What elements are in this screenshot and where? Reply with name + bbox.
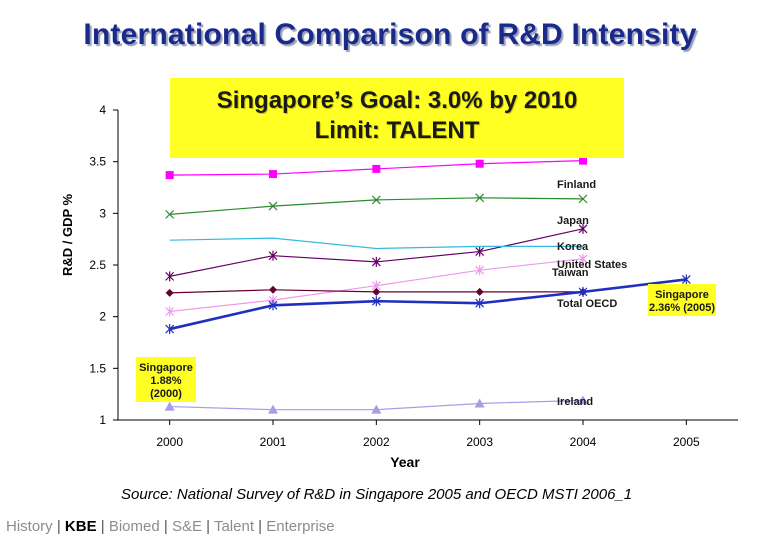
series-line-united-states — [169, 237, 583, 250]
series-label-united-states: United States — [557, 259, 627, 271]
x-tick-label: 2003 — [466, 435, 493, 449]
data-point — [165, 271, 175, 282]
nav-separator: | — [100, 518, 105, 535]
nav-se[interactable]: S&E — [171, 518, 202, 535]
chart-series — [164, 156, 691, 414]
series-label-taiwan: Taiwan — [552, 267, 589, 279]
y-tick-label: 3.5 — [89, 155, 106, 169]
annotation-line: 1.88% — [150, 375, 181, 387]
data-point — [578, 253, 588, 264]
nav-kbe[interactable]: KBE — [64, 518, 97, 535]
data-point — [269, 285, 277, 294]
page-title: International Comparison of R&D Intensit… — [83, 18, 697, 51]
data-point — [371, 195, 381, 205]
y-tick-label: 1 — [99, 413, 106, 427]
data-point — [268, 201, 278, 211]
annotation-box — [648, 284, 716, 316]
data-point — [578, 194, 588, 204]
nav-separator: | — [258, 518, 263, 535]
data-point — [165, 209, 175, 219]
series-taiwan — [165, 253, 588, 317]
series-finland — [165, 156, 587, 180]
section-nav: History | KBE | Biomed | S&E | Talent | … — [6, 518, 335, 535]
goal-callout: Singapore’s Goal: 3.0% by 2010 Limit: TA… — [170, 78, 624, 158]
data-point — [371, 256, 381, 267]
data-point — [268, 250, 278, 261]
data-point — [165, 171, 174, 180]
nav-separator: | — [163, 518, 168, 535]
nav-history[interactable]: History — [6, 518, 53, 535]
data-point — [165, 288, 174, 297]
y-axis-title: R&D / GDP % — [60, 194, 75, 277]
data-point — [475, 287, 484, 296]
series-singapore — [165, 274, 691, 335]
nav-talent[interactable]: Talent — [213, 518, 254, 535]
data-point — [579, 156, 587, 165]
data-point — [371, 404, 382, 414]
x-tick-label: 2004 — [570, 435, 597, 449]
data-point — [681, 274, 691, 285]
annotation-box — [136, 357, 196, 402]
series-label-japan: Japan — [557, 215, 589, 227]
data-point — [372, 287, 381, 296]
data-point — [475, 159, 484, 168]
series-korea — [165, 223, 588, 282]
data-point — [578, 286, 588, 297]
data-point — [165, 306, 175, 317]
data-point — [475, 193, 485, 203]
data-point — [164, 401, 175, 411]
nav-enterprise[interactable]: Enterprise — [266, 518, 335, 535]
y-tick-label: 1.5 — [89, 361, 106, 375]
nav-biomed[interactable]: Biomed — [108, 518, 160, 535]
annotation-line: (2000) — [150, 388, 182, 400]
data-point — [269, 170, 277, 179]
series-label-finland: Finland — [557, 179, 596, 191]
series-label-total-oecd: Total OECD — [557, 298, 617, 310]
data-point — [578, 223, 588, 234]
annotation-line: Singapore — [139, 362, 193, 374]
nav-separator: | — [56, 518, 61, 535]
y-tick-label: 3 — [99, 206, 106, 220]
data-point — [474, 398, 485, 408]
data-point — [268, 404, 278, 414]
series-ireland — [164, 395, 588, 414]
data-point — [578, 395, 588, 405]
annotation-line: Singapore — [655, 289, 709, 301]
y-tick-label: 4 — [99, 103, 106, 117]
x-axis-title: Year — [390, 454, 420, 470]
data-point — [475, 265, 485, 276]
x-tick-label: 2001 — [260, 435, 287, 449]
chart-axes: 1 1.5 2 2.5 3 3.5 4 2000 2001 2002 2003 2004 2005 Yea… — [60, 103, 738, 470]
series-label-ireland: Ireland — [557, 396, 593, 408]
x-tick-label: 2000 — [156, 435, 183, 449]
series-line-korea — [169, 228, 584, 277]
goal-line-1: Singapore’s Goal: 3.0% by 2010 — [216, 87, 578, 114]
series-line-singapore — [169, 278, 687, 331]
goal-line-2: Limit: TALENT — [314, 117, 480, 144]
series-label-korea: Korea — [557, 241, 589, 253]
y-tick-label: 2 — [99, 310, 106, 324]
data-point — [372, 164, 381, 173]
x-tick-label: 2005 — [673, 435, 700, 449]
nav-separator: | — [206, 518, 211, 535]
series-united-states — [169, 237, 583, 250]
data-point — [165, 324, 175, 335]
data-point — [475, 246, 485, 257]
data-point — [475, 298, 485, 309]
x-tick-label: 2002 — [363, 435, 390, 449]
source-note: Source: National Survey of R&D in Singap… — [121, 486, 633, 503]
series-japan — [165, 193, 588, 219]
y-tick-label: 2.5 — [89, 258, 106, 272]
annotation-line: 2.36% (2005) — [649, 302, 715, 314]
data-point — [371, 296, 381, 307]
data-point — [268, 300, 278, 311]
